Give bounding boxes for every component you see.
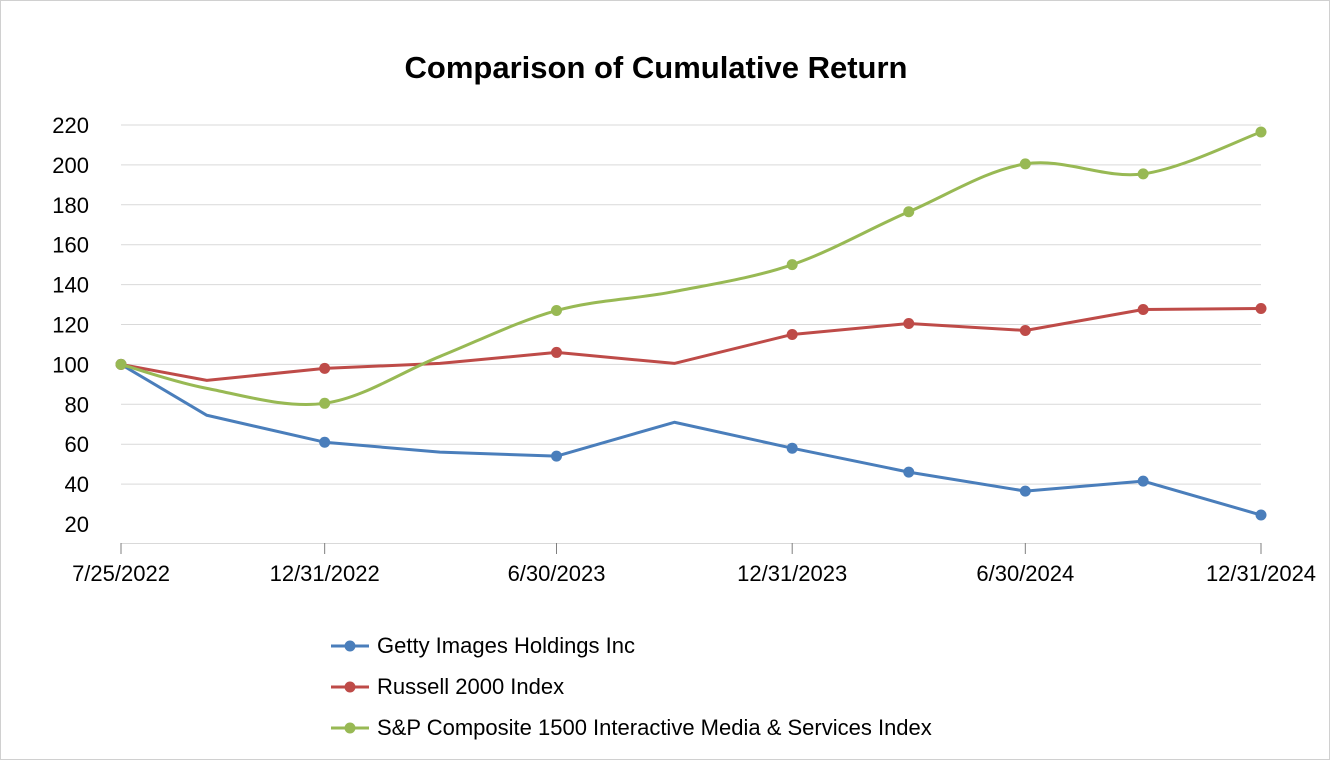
legend-marker [344,681,356,693]
legend-label: Russell 2000 Index [377,674,564,699]
data-point [319,436,331,448]
y-tick-label: 200 [52,153,89,178]
data-point [786,328,798,340]
data-point [903,466,915,478]
data-point [1019,158,1031,170]
y-tick-label: 20 [65,512,89,537]
data-point [551,450,563,462]
y-tick-label: 120 [52,313,89,338]
x-tick-label: 7/25/2022 [72,561,170,586]
series-line [119,130,1263,406]
data-point [1137,168,1149,180]
data-point [786,259,798,271]
legend-entry: S&P Composite 1500 Interactive Media & S… [331,715,932,740]
y-tick-label: 100 [52,352,89,377]
x-tick-label: 6/30/2023 [508,561,606,586]
series-1 [115,358,1267,521]
gridlines [121,124,1261,485]
x-tick-label: 6/30/2024 [976,561,1074,586]
data-point [115,358,127,370]
data-point [1019,485,1031,497]
series-layer [115,126,1267,521]
y-tick-label: 180 [52,193,89,218]
data-point [319,362,331,374]
legend-marker [344,722,356,734]
series-2 [115,303,1267,382]
y-tick-label: 80 [65,392,89,417]
legend-entry: Russell 2000 Index [331,674,564,699]
data-point [1019,324,1031,336]
data-point [903,318,915,330]
data-point [903,206,915,218]
data-point [551,346,563,358]
y-tick-label: 140 [52,273,89,298]
data-point [551,305,563,317]
data-point [1137,304,1149,316]
series-3 [115,126,1267,409]
chart-title: Comparison of Cumulative Return [405,50,908,85]
legend-label: S&P Composite 1500 Interactive Media & S… [377,715,932,740]
series-line [119,307,1263,382]
x-tick-label: 12/31/2022 [270,561,380,586]
y-tick-label: 60 [65,432,89,457]
data-point [1255,126,1267,138]
data-point [1255,303,1267,315]
data-point [319,397,331,409]
legend: Getty Images Holdings Inc Russell 2000 In… [331,633,932,740]
x-tick-label: 12/31/2024 [1206,561,1316,586]
legend-marker [344,640,356,652]
y-tick-label: 160 [52,233,89,258]
x-tick-label: 12/31/2023 [737,561,847,586]
data-point [786,442,798,454]
data-point [1255,509,1267,521]
y-tick-label: 40 [65,472,89,497]
y-tick-label: 220 [52,113,89,138]
legend-label: Getty Images Holdings Inc [377,633,635,658]
legend-entry: Getty Images Holdings Inc [331,633,635,658]
data-point [1137,475,1149,487]
axes: 20 40 60 80 100 120 140 160 180 200 220 7/25/2022 12… [52,113,1316,586]
series-line [119,362,1263,517]
